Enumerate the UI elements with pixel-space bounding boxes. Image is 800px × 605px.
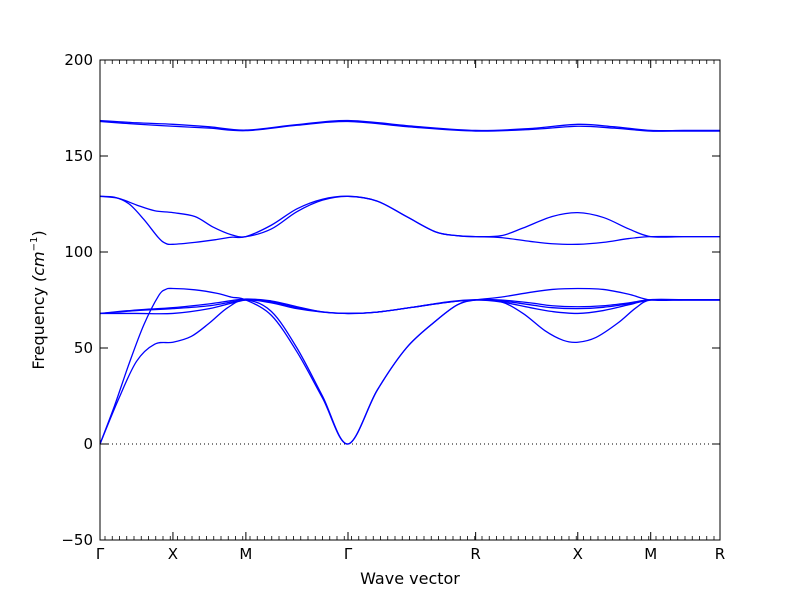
- x-tick-label: R: [470, 545, 480, 563]
- x-tick-label: Γ: [344, 545, 353, 563]
- x-tick-label: M: [239, 545, 252, 563]
- phonon-branch-2: [99, 120, 720, 132]
- x-tick-label: R: [715, 545, 725, 563]
- phonon-branch-5: [99, 298, 720, 445]
- y-tick-label: 150: [64, 147, 93, 165]
- series-layer: [99, 119, 720, 445]
- x-tick-label: Γ: [96, 545, 105, 563]
- phonon-branch-1: [99, 119, 720, 132]
- y-tick-label: 200: [64, 51, 93, 69]
- phonon-branch-4: [99, 195, 720, 246]
- x-tick-label: M: [644, 545, 657, 563]
- phonon-branch-9: [99, 298, 720, 315]
- x-tick-label: X: [573, 545, 583, 563]
- x-axis-label: Wave vector: [360, 569, 460, 588]
- y-axis-label-unit: (cm: [29, 251, 48, 282]
- y-tick-label: 0: [83, 435, 93, 453]
- y-tick-label: 100: [64, 243, 93, 261]
- y-tick-label: 50: [74, 339, 93, 357]
- y-axis-label: Frequency (cm−1): [29, 230, 48, 369]
- phonon-branch-3: [99, 195, 720, 238]
- y-axis-label-main: Frequency: [29, 287, 48, 370]
- y-axis-label-unit-close: ): [29, 230, 48, 236]
- plot-frame: [99, 59, 721, 541]
- phonon-branch-6: [99, 287, 720, 445]
- x-tick-label: X: [168, 545, 178, 563]
- phonon-branch-8: [100, 298, 720, 315]
- y-tick-label: −50: [61, 531, 93, 549]
- y-axis-label-unit-exponent: −1: [29, 237, 40, 252]
